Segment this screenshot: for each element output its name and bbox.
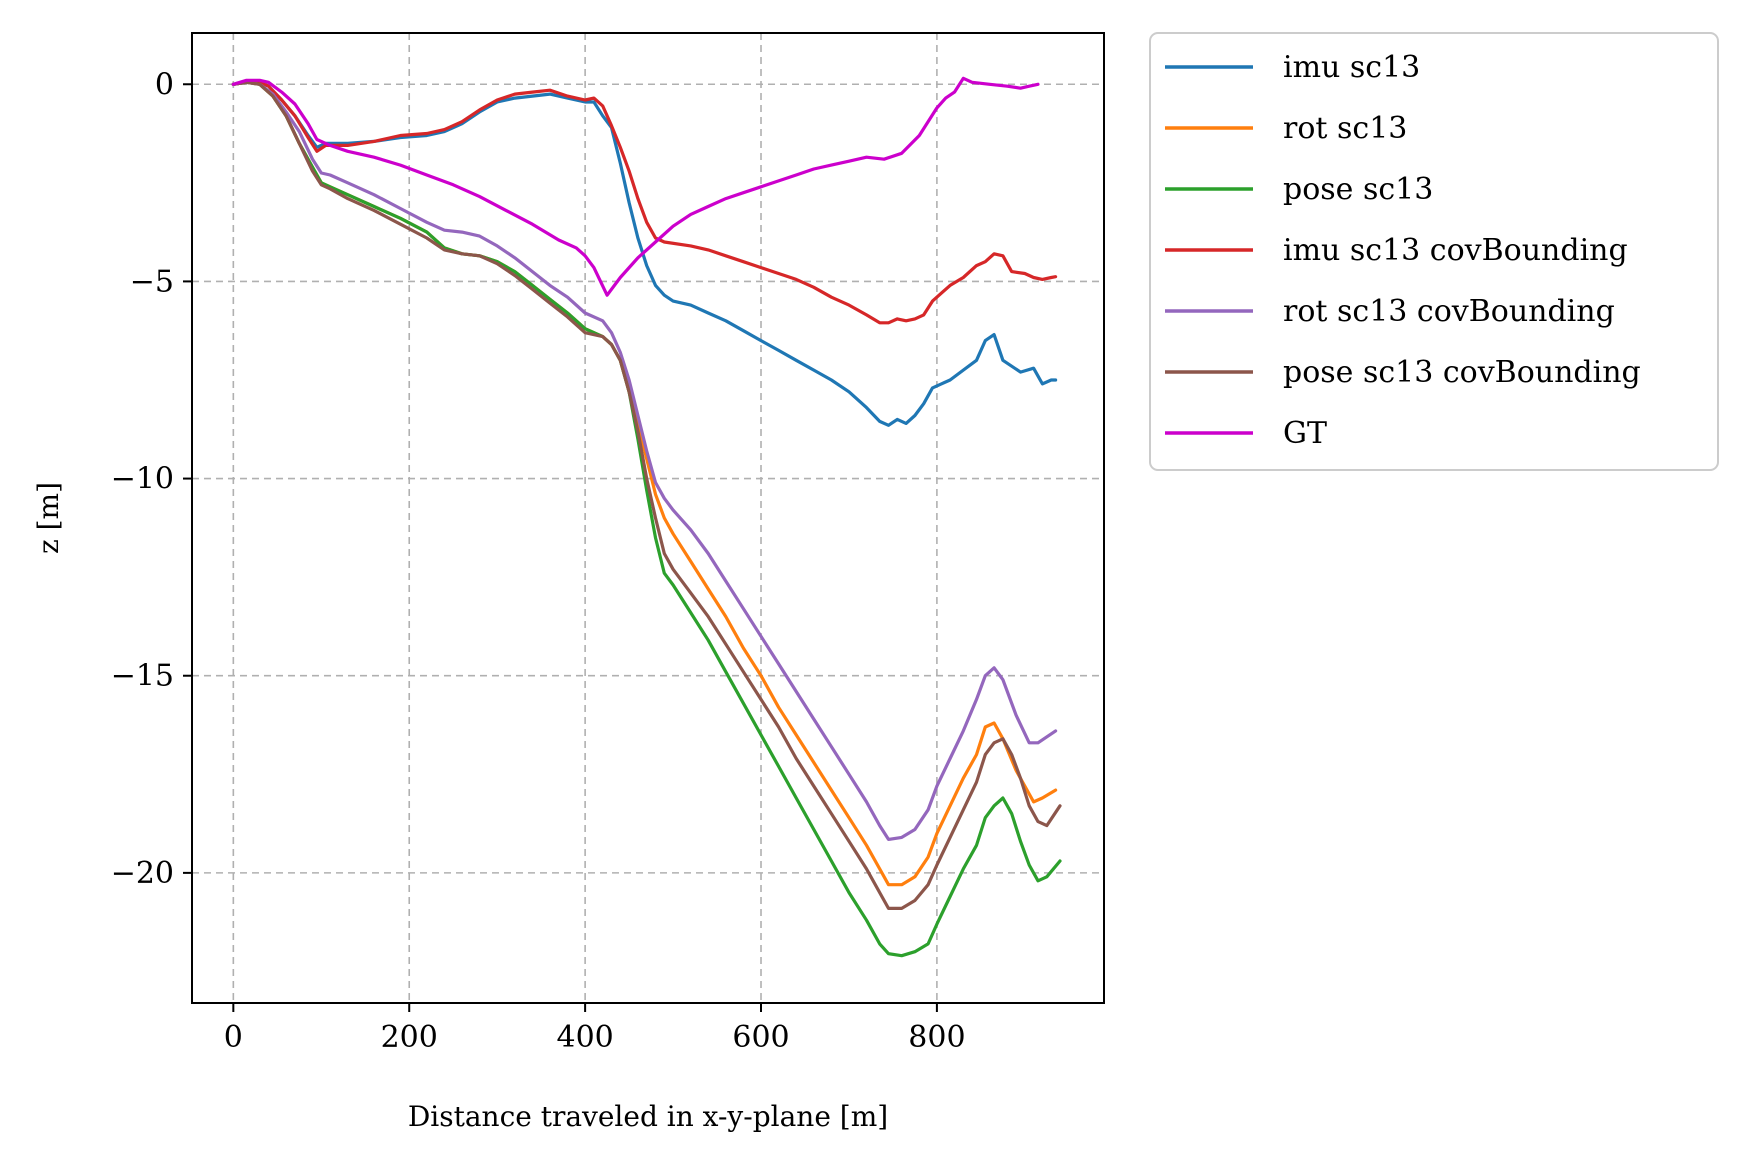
legend-label-2: pose sc13 xyxy=(1283,172,1433,207)
legend-label-6: GT xyxy=(1283,416,1327,451)
y-tick-label: −15 xyxy=(111,659,174,694)
legend-label-3: imu sc13 covBounding xyxy=(1283,233,1628,268)
legend-label-5: pose sc13 covBounding xyxy=(1283,355,1641,390)
y-axis-label: z [m] xyxy=(32,482,65,554)
x-tick-label: 800 xyxy=(908,1020,965,1055)
x-axis-ticks: 0 200 400 600 800 xyxy=(224,1003,966,1055)
x-tick-label: 400 xyxy=(556,1020,613,1055)
y-tick-label: −10 xyxy=(111,462,174,497)
series-line-6 xyxy=(231,76,1040,297)
series-line-5 xyxy=(231,80,1062,911)
series-line-4 xyxy=(231,80,1058,842)
x-tick-label: 600 xyxy=(732,1020,789,1055)
x-tick-label: 0 xyxy=(224,1020,243,1055)
y-axis-ticks: 0 −5 −10 −15 −20 xyxy=(111,67,192,891)
series-line-2 xyxy=(231,80,1062,958)
legend-label-4: rot sc13 covBounding xyxy=(1283,294,1615,329)
plot-background xyxy=(192,33,1104,1003)
series-lines xyxy=(231,76,1062,958)
y-tick-label: −20 xyxy=(111,856,174,891)
legend: imu sc13 rot sc13 pose sc13 imu sc13 covBou… xyxy=(1149,32,1719,471)
y-tick-label: 0 xyxy=(155,67,174,102)
legend-label-1: rot sc13 xyxy=(1283,111,1407,146)
legend-label-0: imu sc13 xyxy=(1283,50,1420,85)
series-line-3 xyxy=(231,80,1058,325)
legend-frame xyxy=(1149,32,1719,471)
x-tick-label: 200 xyxy=(381,1020,438,1055)
x-axis-label: Distance traveled in x-y-plane [m] xyxy=(408,1100,888,1133)
plot-frame xyxy=(191,32,1105,1004)
y-tick-label: −5 xyxy=(130,264,174,299)
